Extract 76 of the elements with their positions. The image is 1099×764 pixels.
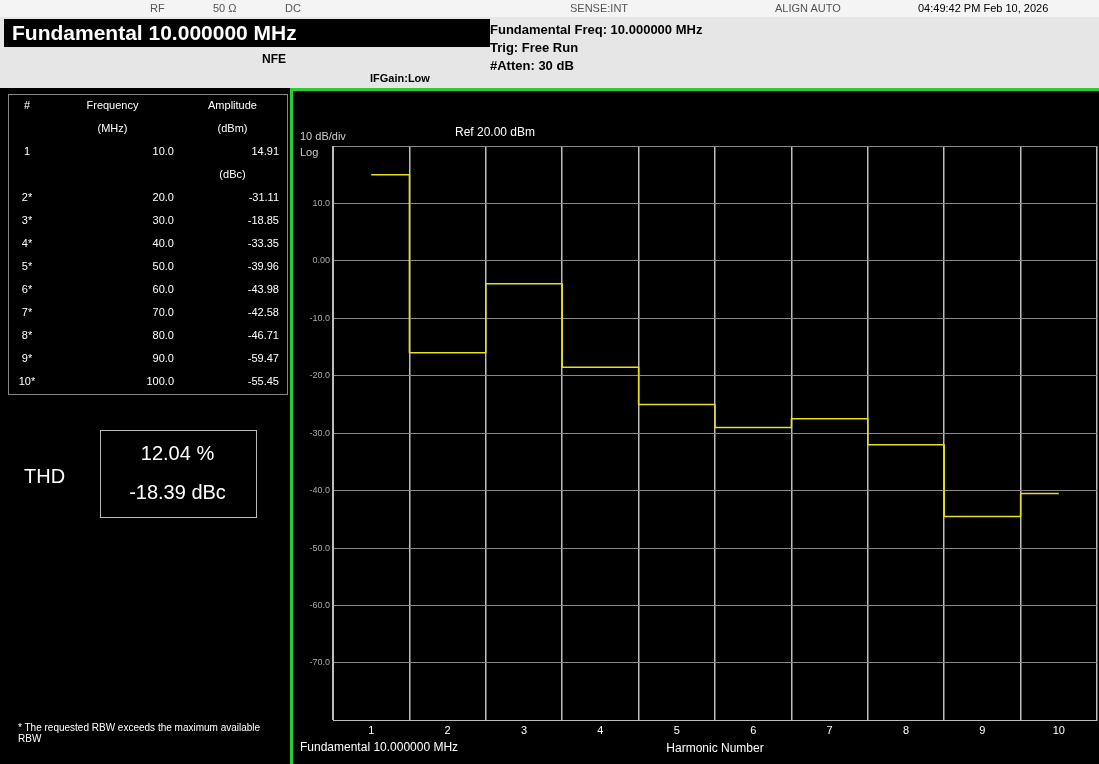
text: (dBc) xyxy=(218,168,247,180)
text: 40.0 xyxy=(151,237,174,249)
text: -39.96 xyxy=(246,260,279,272)
text: 70.0 xyxy=(151,306,174,318)
text: 7* xyxy=(20,306,34,318)
y-tick-label: -60.0 xyxy=(309,600,330,610)
text: 90.0 xyxy=(151,352,174,364)
text: Fundamental 10.000000 MHz xyxy=(300,740,459,754)
y-tick-label: 0.00 xyxy=(312,255,330,266)
text: 10.0 xyxy=(151,145,174,157)
text: 100.0 xyxy=(145,375,174,387)
x-tick-label: 9 xyxy=(979,724,986,737)
text: Trig: Free Run xyxy=(490,40,579,55)
text: DC xyxy=(285,2,301,14)
text: NFE xyxy=(262,52,286,66)
text: -55.45 xyxy=(246,375,279,387)
x-tick-label: 3 xyxy=(520,724,528,737)
text: -46.71 xyxy=(246,329,279,341)
text: -43.98 xyxy=(246,283,279,295)
text: SENSE:INT xyxy=(570,2,629,14)
text: Fundamental 10.000000 MHz xyxy=(4,19,490,47)
text: Fundamental Freq: 10.000000 MHz xyxy=(490,22,703,37)
text: 50 Ω xyxy=(213,2,237,14)
y-tick-label: -40.0 xyxy=(309,485,330,496)
text: 20.0 xyxy=(151,191,174,203)
text: 14.91 xyxy=(250,145,279,157)
text: 50.0 xyxy=(151,260,174,272)
text: 3* xyxy=(20,214,34,226)
text: THD xyxy=(24,465,66,488)
text: ALIGN AUTO xyxy=(775,2,841,14)
x-tick-label: 2 xyxy=(444,724,451,737)
text: RF xyxy=(150,2,165,14)
text: -59.47 xyxy=(246,352,279,364)
x-tick-label: 5 xyxy=(673,724,680,737)
text: 10* xyxy=(17,375,37,387)
x-tick-label: 8 xyxy=(902,724,910,737)
text: -42.58 xyxy=(246,306,279,318)
x-tick-label: 1 xyxy=(368,724,375,737)
x-tick-label: 4 xyxy=(597,724,604,737)
text: 10 dB/div xyxy=(300,130,346,142)
text: (MHz) xyxy=(96,122,129,134)
text: 60.0 xyxy=(151,283,174,295)
text: 9* xyxy=(20,352,34,364)
y-tick-label: -20.0 xyxy=(309,370,330,381)
text: -18.39 dBc xyxy=(128,481,227,504)
text: #Atten: 30 dB xyxy=(490,58,574,73)
text: Log xyxy=(300,146,319,158)
x-axis-title: Harmonic Number xyxy=(666,741,764,756)
x-tick-label: 6 xyxy=(750,724,757,737)
text: 80.0 xyxy=(151,329,174,341)
text: 5* xyxy=(20,260,34,272)
text: -33.35 xyxy=(246,237,279,249)
x-tick-label: 10 xyxy=(1052,724,1065,737)
text: 6* xyxy=(20,283,34,295)
text: 4* xyxy=(20,237,34,249)
text: # xyxy=(22,99,32,111)
text: 8* xyxy=(20,329,34,341)
text: (dBm) xyxy=(216,122,249,134)
text: 1 xyxy=(22,145,32,157)
text: 2* xyxy=(20,191,34,203)
text: -18.85 xyxy=(246,214,279,226)
y-tick-label: -70.0 xyxy=(309,657,330,668)
text: 04:49:42 PM Feb 10, 2026 xyxy=(918,2,1049,14)
y-tick-label: -50.0 xyxy=(309,542,330,553)
text: Frequency xyxy=(85,99,140,111)
text: 30.0 xyxy=(151,214,174,226)
text: Amplitude xyxy=(207,99,258,111)
x-tick-label: 7 xyxy=(826,724,833,737)
text: Ref 20.00 dBm xyxy=(455,125,536,139)
text: IFGain:Low xyxy=(370,72,430,84)
text: * The requested RBW exceeds the maximum available RBW xyxy=(18,722,262,744)
y-tick-label: 10.0 xyxy=(312,197,330,208)
y-tick-label: -10.0 xyxy=(309,312,330,323)
text: 12.04 % xyxy=(139,442,216,465)
text: -31.11 xyxy=(247,191,279,203)
y-tick-label: -30.0 xyxy=(309,427,330,438)
